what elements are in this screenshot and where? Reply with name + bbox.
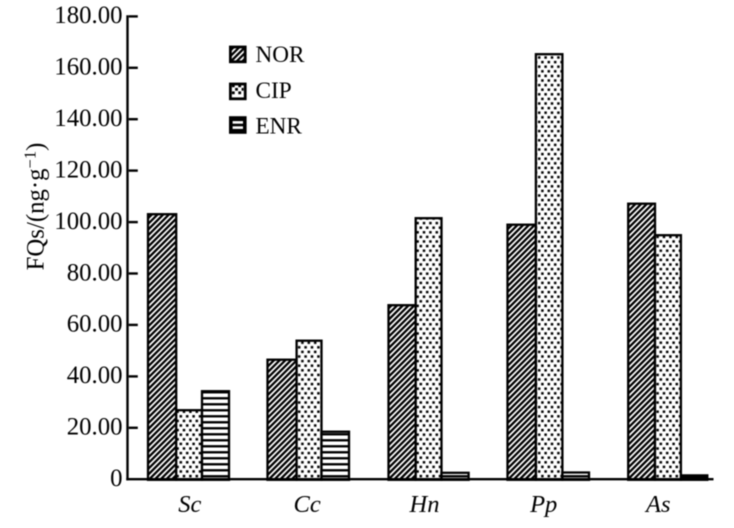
svg-text:120.00: 120.00 <box>54 156 122 183</box>
svg-text:Pp: Pp <box>529 491 557 518</box>
svg-text:As: As <box>644 491 671 518</box>
svg-text:60.00: 60.00 <box>67 311 123 338</box>
svg-text:ENR: ENR <box>256 113 303 139</box>
svg-text:FQs/(ng·g−1): FQs/(ng·g−1) <box>21 143 50 271</box>
svg-text:160.00: 160.00 <box>54 54 122 81</box>
svg-text:140.00: 140.00 <box>54 105 122 132</box>
svg-text:180.00: 180.00 <box>54 2 122 29</box>
svg-text:40.00: 40.00 <box>67 362 123 389</box>
svg-text:NOR: NOR <box>256 42 305 68</box>
svg-text:Hn: Hn <box>409 491 440 518</box>
svg-text:20.00: 20.00 <box>67 414 123 441</box>
svg-text:Cc: Cc <box>293 491 320 518</box>
svg-text:80.00: 80.00 <box>67 259 123 286</box>
svg-text:100.00: 100.00 <box>54 208 122 235</box>
svg-text:Sc: Sc <box>178 491 201 518</box>
svg-text:0: 0 <box>110 465 122 492</box>
svg-text:CIP: CIP <box>256 78 292 104</box>
